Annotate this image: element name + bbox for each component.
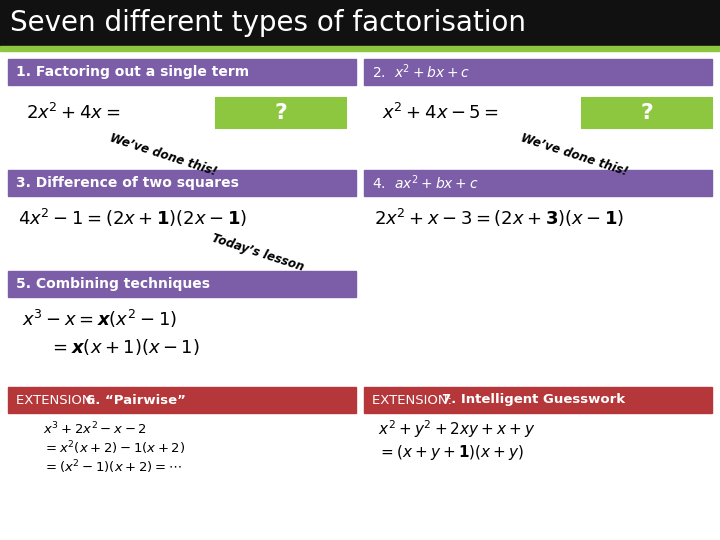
Text: $x^3 + 2x^2 - x - 2$: $x^3 + 2x^2 - x - 2$: [43, 421, 147, 437]
Text: Seven different types of factorisation: Seven different types of factorisation: [10, 9, 526, 37]
Bar: [8, 387, 356, 413]
Text: 6. “Pairwise”: 6. “Pairwise”: [86, 394, 186, 407]
Text: $2x^2 + 4x =$: $2x^2 + 4x =$: [26, 103, 120, 123]
Text: 3. Difference of two squares: 3. Difference of two squares: [16, 176, 239, 190]
Text: $\quad\;\; = \boldsymbol{x}(x + 1)(x - 1)$: $\quad\;\; = \boldsymbol{x}(x + 1)(x - 1…: [22, 337, 200, 357]
Text: We’ve done this!: We’ve done this!: [108, 132, 218, 178]
Text: $x^2 + y^2 + 2xy + x + y$: $x^2 + y^2 + 2xy + x + y$: [378, 418, 535, 440]
Text: $x^3 - x = \boldsymbol{x}(x^2 - 1)$: $x^3 - x = \boldsymbol{x}(x^2 - 1)$: [22, 308, 177, 330]
Bar: [364, 387, 712, 413]
Text: $2x^2 + x - 3 = (2x+\mathbf{3})(x-\mathbf{1})$: $2x^2 + x - 3 = (2x+\mathbf{3})(x-\mathb…: [374, 207, 624, 229]
Text: $= (x + y + \mathbf{1})(x + y)$: $= (x + y + \mathbf{1})(x + y)$: [378, 443, 524, 462]
Text: $= x^2(x + 2) - 1(x + 2)$: $= x^2(x + 2) - 1(x + 2)$: [43, 439, 185, 457]
Text: ?: ?: [274, 103, 287, 123]
Text: 5. Combining techniques: 5. Combining techniques: [16, 277, 210, 291]
Text: $x^2 + 4x - 5 =$: $x^2 + 4x - 5 =$: [382, 103, 499, 123]
Bar: [8, 271, 356, 297]
Text: 4.  $ax^2 + bx + c$: 4. $ax^2 + bx + c$: [372, 174, 479, 192]
Bar: [0, 0, 720, 46]
Bar: [0, 46, 720, 51]
Text: $4x^2 - 1 = (2x+\mathbf{1})(2x-\mathbf{1})$: $4x^2 - 1 = (2x+\mathbf{1})(2x-\mathbf{1…: [18, 207, 247, 229]
Text: 2.  $x^2 + bx + c$: 2. $x^2 + bx + c$: [372, 63, 470, 82]
Bar: [216, 98, 346, 128]
Text: $= (x^2 - 1)(x + 2) = \cdots$: $= (x^2 - 1)(x + 2) = \cdots$: [43, 458, 181, 476]
Bar: [582, 98, 712, 128]
Bar: [8, 170, 356, 196]
Text: EXTENSION:: EXTENSION:: [16, 394, 100, 407]
Text: Today’s lesson: Today’s lesson: [210, 232, 306, 274]
Text: ?: ?: [641, 103, 654, 123]
Bar: [8, 59, 356, 85]
Text: EXTENSION:: EXTENSION:: [372, 394, 456, 407]
Text: We’ve done this!: We’ve done this!: [519, 132, 629, 178]
Text: 1. Factoring out a single term: 1. Factoring out a single term: [16, 65, 249, 79]
Text: 7. Intelligent Guesswork: 7. Intelligent Guesswork: [442, 394, 625, 407]
Bar: [364, 170, 712, 196]
Bar: [364, 59, 712, 85]
